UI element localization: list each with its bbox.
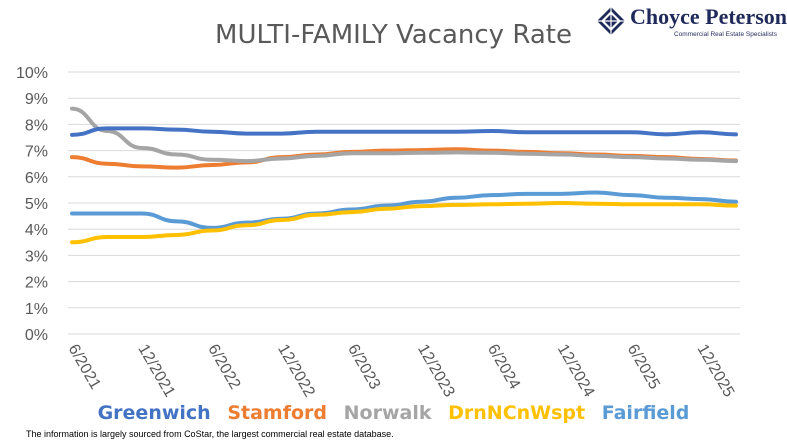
legend-item-drnncnwspt: DrnNCnWspt [448,402,586,424]
gridlines [68,71,740,335]
y-tick-label: 0% [25,327,48,344]
logo-tagline: Commercial Real Estate Specialists [674,31,777,38]
x-tick-label: 12/2021 [134,342,178,401]
diamond-logo-icon [597,7,625,35]
company-logo: Choyce Peterson Commercial Real Estate S… [596,4,787,44]
x-axis-ticks: 6/2021 12/2021 6/2022 12/2022 6/2023 12/2023 6… [65,342,738,401]
legend: Greenwich Stamford Norwalk DrnNCnWspt Fa… [0,402,787,424]
y-tick-label: 3% [25,248,48,265]
x-tick-label: 6/2023 [344,342,383,393]
legend-item-fairfield: Fairfield [601,402,690,424]
x-tick-label: 6/2025 [624,342,663,393]
series-line-drnncnwspt [70,201,738,245]
chart-title: MULTI-FAMILY Vacancy Rate [215,20,572,50]
series-line-greenwich [70,126,738,137]
series-lines [70,106,738,245]
legend-item-stamford: Stamford [227,402,328,424]
legend-item-norwalk: Norwalk [343,402,432,424]
logo-name: Choyce Peterson [630,4,787,29]
y-axis-ticks: 0% 1% 2% 3% 4% 5% 6% 7% 8% 9% 10% [16,65,48,344]
series-line-fairfield [70,190,738,230]
y-tick-label: 10% [16,65,48,82]
y-tick-label: 5% [25,196,48,213]
source-footnote: The information is largely sourced from … [26,429,394,439]
x-tick-label: 12/2023 [414,342,458,401]
y-tick-label: 1% [25,301,48,318]
y-tick-label: 8% [25,117,48,134]
line-chart: 0%1%2%3%4%5%6%7%8%9%10% 6/2021 12/2021 6/2… [16,65,740,401]
x-tick-label: 12/2024 [554,342,598,401]
series-line-norwalk [70,106,738,164]
x-tick-label: 6/2022 [204,342,243,393]
x-tick-label: 12/2022 [274,342,318,401]
y-tick-label: 4% [25,222,48,239]
x-tick-label: 6/2021 [65,342,104,393]
y-tick-label: 9% [25,91,48,108]
y-tick-label: 7% [25,144,48,161]
legend-item-greenwich: Greenwich [97,402,211,424]
y-tick-label: 2% [25,275,48,292]
x-tick-label: 12/2025 [694,342,738,401]
y-tick-label: 6% [25,170,48,187]
x-tick-label: 6/2024 [484,342,523,393]
